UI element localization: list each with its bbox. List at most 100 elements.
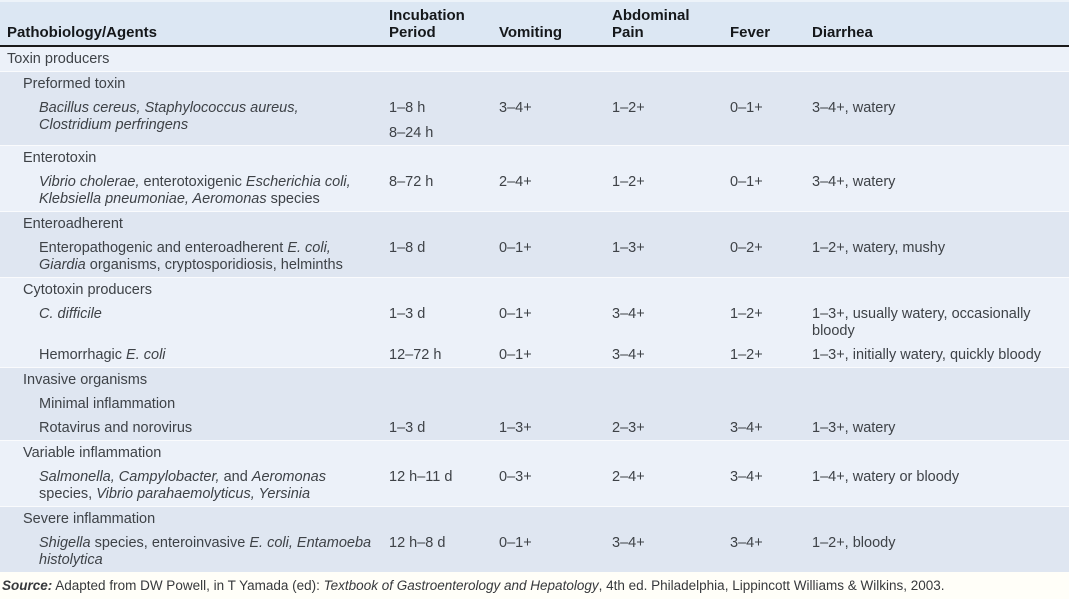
cell-pathobiology-agents: C. difficile (39, 306, 102, 322)
cell-abdominal-pain: 1–3+ (612, 240, 645, 256)
cell-vomiting (499, 212, 612, 236)
cell-abdominal-pain (612, 441, 730, 465)
table-row: Vibrio cholerae, enterotoxigenic Escheri… (0, 170, 1069, 211)
table-row: Invasive organisms (0, 367, 1069, 392)
cell-diarrhea (812, 392, 1069, 416)
cell-fever (730, 507, 812, 531)
cell-abdominal-pain (612, 392, 730, 416)
cell-fever (730, 392, 812, 416)
cell-diarrhea (812, 278, 1069, 302)
cell-diarrhea: 1–4+, watery or bloody (812, 469, 960, 485)
cell-vomiting: 0–1+ (499, 306, 532, 322)
cell-diarrhea (812, 47, 1069, 71)
cell-incubation-period: 1–8 h 8–24 h (389, 100, 434, 141)
cell-pathobiology-agents: Variable inflammation (23, 445, 162, 461)
cell-fever (730, 368, 812, 392)
cell-diarrhea (812, 368, 1069, 392)
cell-fever (730, 47, 812, 71)
cell-vomiting (499, 368, 612, 392)
cell-pathobiology-agents: Preformed toxin (23, 76, 126, 92)
cell-incubation-period (389, 441, 499, 465)
cell-diarrhea (812, 212, 1069, 236)
cell-abdominal-pain: 3–4+ (612, 535, 645, 551)
cell-fever (730, 146, 812, 170)
column-header: Incubation Period (389, 7, 465, 41)
table-row: Salmonella, Campylobacter, and Aeromonas… (0, 465, 1069, 506)
cell-vomiting (499, 47, 612, 71)
cell-pathobiology-agents: Enterotoxin (23, 150, 97, 166)
cell-fever: 0–1+ (730, 100, 763, 116)
column-header: Abdominal Pain (612, 7, 690, 41)
cell-diarrhea (812, 507, 1069, 531)
cell-incubation-period (389, 368, 499, 392)
cell-incubation-period (389, 212, 499, 236)
table-row: Rotavirus and norovirus 1–3 d 1–3+ 2–3+ … (0, 416, 1069, 440)
cell-incubation-period: 1–3 d (389, 306, 426, 322)
cell-pathobiology-agents: Invasive organisms (23, 372, 148, 388)
cell-diarrhea: 3–4+, watery (812, 174, 896, 190)
table-row: Enteropathogenic and enteroadherent E. c… (0, 236, 1069, 277)
cell-pathobiology-agents: Severe inflammation (23, 511, 156, 527)
cell-fever: 3–4+ (730, 535, 763, 551)
cell-fever (730, 212, 812, 236)
table-row: Hemorrhagic E. coli 12–72 h 0–1+ 3–4+ 1–… (0, 343, 1069, 367)
cell-pathobiology-agents: Enteroadherent (23, 216, 123, 232)
cell-fever: 0–2+ (730, 240, 763, 256)
cell-vomiting: 3–4+ (499, 100, 532, 116)
cell-fever (730, 441, 812, 465)
cell-vomiting: 0–1+ (499, 535, 532, 551)
cell-pathobiology-agents: Vibrio cholerae, enterotoxigenic Escheri… (39, 174, 351, 207)
cell-diarrhea (812, 72, 1069, 96)
cell-diarrhea (812, 146, 1069, 170)
cell-vomiting: 0–1+ (499, 240, 532, 256)
cell-pathobiology-agents: Enteropathogenic and enteroadherent E. c… (39, 240, 343, 273)
table-row: Enterotoxin (0, 145, 1069, 170)
cell-abdominal-pain (612, 212, 730, 236)
table-row: Preformed toxin (0, 71, 1069, 96)
cell-incubation-period: 12 h–11 d (389, 469, 453, 485)
table-row: Shigella species, enteroinvasive E. coli… (0, 531, 1069, 572)
cell-incubation-period: 12–72 h (389, 347, 442, 363)
cell-diarrhea: 3–4+, watery (812, 100, 896, 116)
cell-incubation-period (389, 278, 499, 302)
cell-fever (730, 72, 812, 96)
cell-vomiting: 0–1+ (499, 347, 532, 363)
cell-abdominal-pain: 2–3+ (612, 420, 645, 436)
source-note: Source: Adapted from DW Powell, in T Yam… (0, 572, 1069, 599)
cell-pathobiology-agents: Cytotoxin producers (23, 282, 152, 298)
table-row: Variable inflammation (0, 440, 1069, 465)
cell-incubation-period: 1–8 d (389, 240, 426, 256)
cell-pathobiology-agents: Rotavirus and norovirus (39, 420, 193, 436)
cell-abdominal-pain (612, 507, 730, 531)
table-row: Toxin producers (0, 47, 1069, 71)
cell-fever: 1–2+ (730, 347, 763, 363)
cell-incubation-period (389, 72, 499, 96)
cell-abdominal-pain: 2–4+ (612, 469, 645, 485)
cell-diarrhea: 1–3+, watery (812, 420, 896, 436)
cell-abdominal-pain (612, 47, 730, 71)
cell-fever: 1–2+ (730, 306, 763, 322)
cell-pathobiology-agents: Shigella species, enteroinvasive E. coli… (39, 535, 372, 568)
column-header: Fever (730, 24, 771, 41)
column-header: Pathobiology/Agents (7, 24, 157, 41)
cell-vomiting (499, 278, 612, 302)
cell-diarrhea: 1–2+, watery, mushy (812, 240, 946, 256)
cell-abdominal-pain (612, 146, 730, 170)
cell-vomiting (499, 507, 612, 531)
table-row: Bacillus cereus, Staphylococcus aureus, C… (0, 96, 1069, 145)
table-row: Enteroadherent (0, 211, 1069, 236)
table-row: C. difficile 1–3 d 0–1+ 3–4+ 1–2+ 1–3+, … (0, 302, 1069, 343)
table-header-row: Pathobiology/Agents Incubation Period Vomi… (0, 0, 1069, 47)
cell-fever: 0–1+ (730, 174, 763, 190)
cell-pathobiology-agents: Toxin producers (7, 51, 110, 67)
cell-vomiting: 2–4+ (499, 174, 532, 190)
cell-abdominal-pain (612, 368, 730, 392)
cell-incubation-period (389, 47, 499, 71)
cell-vomiting: 0–3+ (499, 469, 532, 485)
cell-incubation-period: 1–3 d (389, 420, 426, 436)
cell-abdominal-pain: 1–2+ (612, 100, 645, 116)
cell-incubation-period (389, 507, 499, 531)
cell-incubation-period (389, 146, 499, 170)
cell-diarrhea: 1–3+, usually watery, occasionally bloody (812, 306, 1031, 339)
